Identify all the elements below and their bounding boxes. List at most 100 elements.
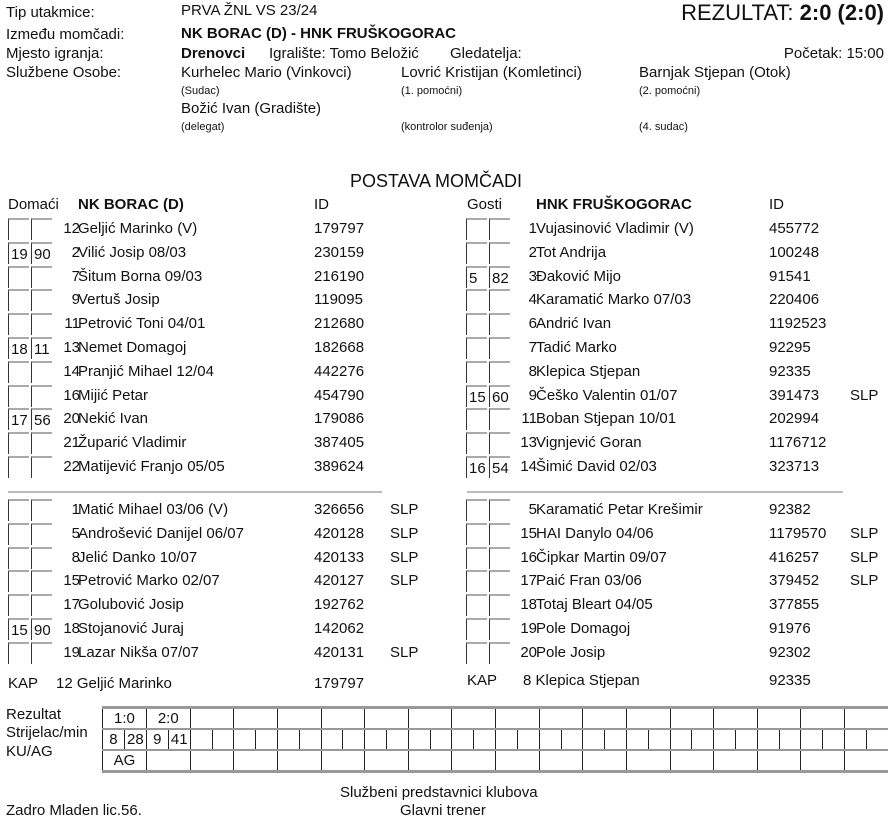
goal-count-box[interactable] bbox=[8, 432, 29, 455]
goal-count-box[interactable] bbox=[8, 546, 29, 569]
goal-count-box[interactable] bbox=[466, 594, 487, 617]
minute-box[interactable]: 56 bbox=[31, 408, 52, 431]
result-value: 2:0 (2:0) bbox=[799, 0, 884, 25]
player-id: 220406 bbox=[769, 291, 820, 309]
minute-box[interactable]: 90 bbox=[31, 618, 52, 640]
minute-box[interactable] bbox=[31, 432, 52, 455]
minute-box[interactable] bbox=[489, 594, 510, 617]
minute-box[interactable] bbox=[31, 456, 52, 478]
minute-box[interactable] bbox=[489, 289, 510, 312]
goal-count-box[interactable] bbox=[466, 289, 487, 312]
goal-count-box[interactable] bbox=[8, 570, 29, 593]
goal-count-box[interactable]: 15 bbox=[466, 384, 487, 407]
goal-count-box[interactable] bbox=[466, 241, 487, 264]
minute-box[interactable] bbox=[489, 241, 510, 264]
minute-box[interactable] bbox=[31, 546, 52, 569]
minute-box[interactable]: 54 bbox=[489, 456, 510, 478]
player-row: 16 Mijić Petar 454790 bbox=[8, 384, 448, 409]
goal-count-box[interactable] bbox=[466, 432, 487, 455]
player-name: Tadić Marko bbox=[536, 339, 617, 356]
goal-count-box[interactable] bbox=[8, 384, 29, 407]
goal-count-box[interactable] bbox=[8, 289, 29, 312]
minute-box[interactable] bbox=[489, 522, 510, 545]
kuag-cell bbox=[407, 749, 452, 773]
player-row: 15 60 9 Češko Valentin 01/07 391473 SLP bbox=[466, 384, 888, 409]
goal-count-box[interactable] bbox=[466, 218, 487, 240]
minute-box[interactable] bbox=[31, 499, 52, 521]
minute-box[interactable] bbox=[31, 313, 52, 336]
minute-box[interactable]: 90 bbox=[31, 241, 52, 264]
goal-count-box[interactable] bbox=[8, 313, 29, 336]
minute-box[interactable] bbox=[31, 384, 52, 407]
away-separator bbox=[467, 491, 843, 493]
goal-count-box[interactable] bbox=[8, 641, 29, 664]
player-id: 379452 bbox=[769, 572, 820, 590]
minute-box[interactable] bbox=[489, 432, 510, 455]
goal-count-box[interactable] bbox=[466, 546, 487, 569]
minute-box[interactable] bbox=[31, 289, 52, 312]
minute-box[interactable] bbox=[489, 546, 510, 569]
minute-box[interactable] bbox=[489, 360, 510, 383]
player-row: 12 Geljić Marinko (V) 179797 bbox=[8, 218, 448, 242]
shirt-number: 8 bbox=[71, 548, 80, 566]
goal-count-box[interactable]: 17 bbox=[8, 408, 29, 431]
minute-box[interactable] bbox=[489, 641, 510, 664]
goal-count-box[interactable] bbox=[466, 618, 487, 640]
goal-count-box[interactable] bbox=[466, 499, 487, 521]
minute-box[interactable] bbox=[31, 218, 52, 240]
minute-box[interactable] bbox=[489, 408, 510, 431]
player-id: 230159 bbox=[314, 243, 365, 261]
minute-box[interactable] bbox=[489, 570, 510, 593]
minute-box[interactable] bbox=[489, 618, 510, 640]
official-role: (2. pomoćni) bbox=[639, 85, 701, 97]
minute-box[interactable] bbox=[31, 641, 52, 664]
slp-badge: SLP bbox=[390, 548, 419, 566]
goal-count-box[interactable] bbox=[466, 522, 487, 545]
goal-count-box[interactable] bbox=[466, 337, 487, 359]
scorer-cell bbox=[844, 728, 867, 750]
shirt-number: 2 bbox=[71, 243, 80, 261]
goal-count-box[interactable] bbox=[466, 570, 487, 593]
goal-count-box[interactable]: 19 bbox=[8, 241, 29, 264]
minute-box[interactable] bbox=[31, 594, 52, 617]
minute-box[interactable] bbox=[31, 522, 52, 545]
strijelac-label: Strijelac/min bbox=[6, 724, 88, 741]
goal-count-box[interactable] bbox=[466, 408, 487, 431]
goal-count-box[interactable]: 18 bbox=[8, 337, 29, 359]
minute-box[interactable] bbox=[489, 499, 510, 521]
goal-count-box[interactable]: 5 bbox=[466, 265, 487, 288]
minute-box[interactable]: 82 bbox=[489, 265, 510, 288]
scorer-cell bbox=[407, 728, 431, 750]
goal-count-box[interactable] bbox=[8, 522, 29, 545]
scorer-cell bbox=[233, 728, 256, 750]
tip-label: Tip utakmice: bbox=[6, 4, 95, 21]
player-id: 91541 bbox=[769, 267, 811, 285]
scorer-cell bbox=[429, 728, 452, 750]
minute-box[interactable] bbox=[489, 337, 510, 359]
goal-count-box[interactable] bbox=[466, 360, 487, 383]
player-row: 15 HAI Danylo 04/06 1179570 SLP bbox=[466, 522, 888, 547]
player-row: 20 Pole Josip 92302 bbox=[466, 641, 888, 666]
minute-box[interactable]: 60 bbox=[489, 384, 510, 407]
player-row: 1 Matić Mihael 03/06 (V) 326656 SLP bbox=[8, 499, 448, 523]
away-label: Gosti bbox=[467, 196, 503, 213]
player-row: 15 Petrović Marko 02/07 420127 SLP bbox=[8, 570, 448, 594]
shirt-number: 18 bbox=[63, 620, 80, 637]
goal-count-box[interactable] bbox=[466, 313, 487, 336]
official-role: (Sudac) bbox=[181, 85, 220, 97]
goal-count-box[interactable] bbox=[8, 456, 29, 478]
goal-count-box[interactable] bbox=[8, 265, 29, 288]
goal-count-box[interactable] bbox=[8, 360, 29, 383]
minute-box[interactable] bbox=[31, 570, 52, 593]
minute-box[interactable]: 11 bbox=[31, 337, 52, 359]
minute-box[interactable] bbox=[31, 360, 52, 383]
goal-count-box[interactable] bbox=[8, 218, 29, 240]
goal-count-box[interactable] bbox=[8, 499, 29, 521]
minute-box[interactable] bbox=[489, 218, 510, 240]
minute-box[interactable] bbox=[489, 313, 510, 336]
goal-count-box[interactable] bbox=[8, 594, 29, 617]
goal-count-box[interactable] bbox=[466, 641, 487, 664]
minute-box[interactable] bbox=[31, 265, 52, 288]
goal-count-box[interactable]: 15 bbox=[8, 618, 29, 640]
goal-count-box[interactable]: 16 bbox=[466, 456, 487, 478]
